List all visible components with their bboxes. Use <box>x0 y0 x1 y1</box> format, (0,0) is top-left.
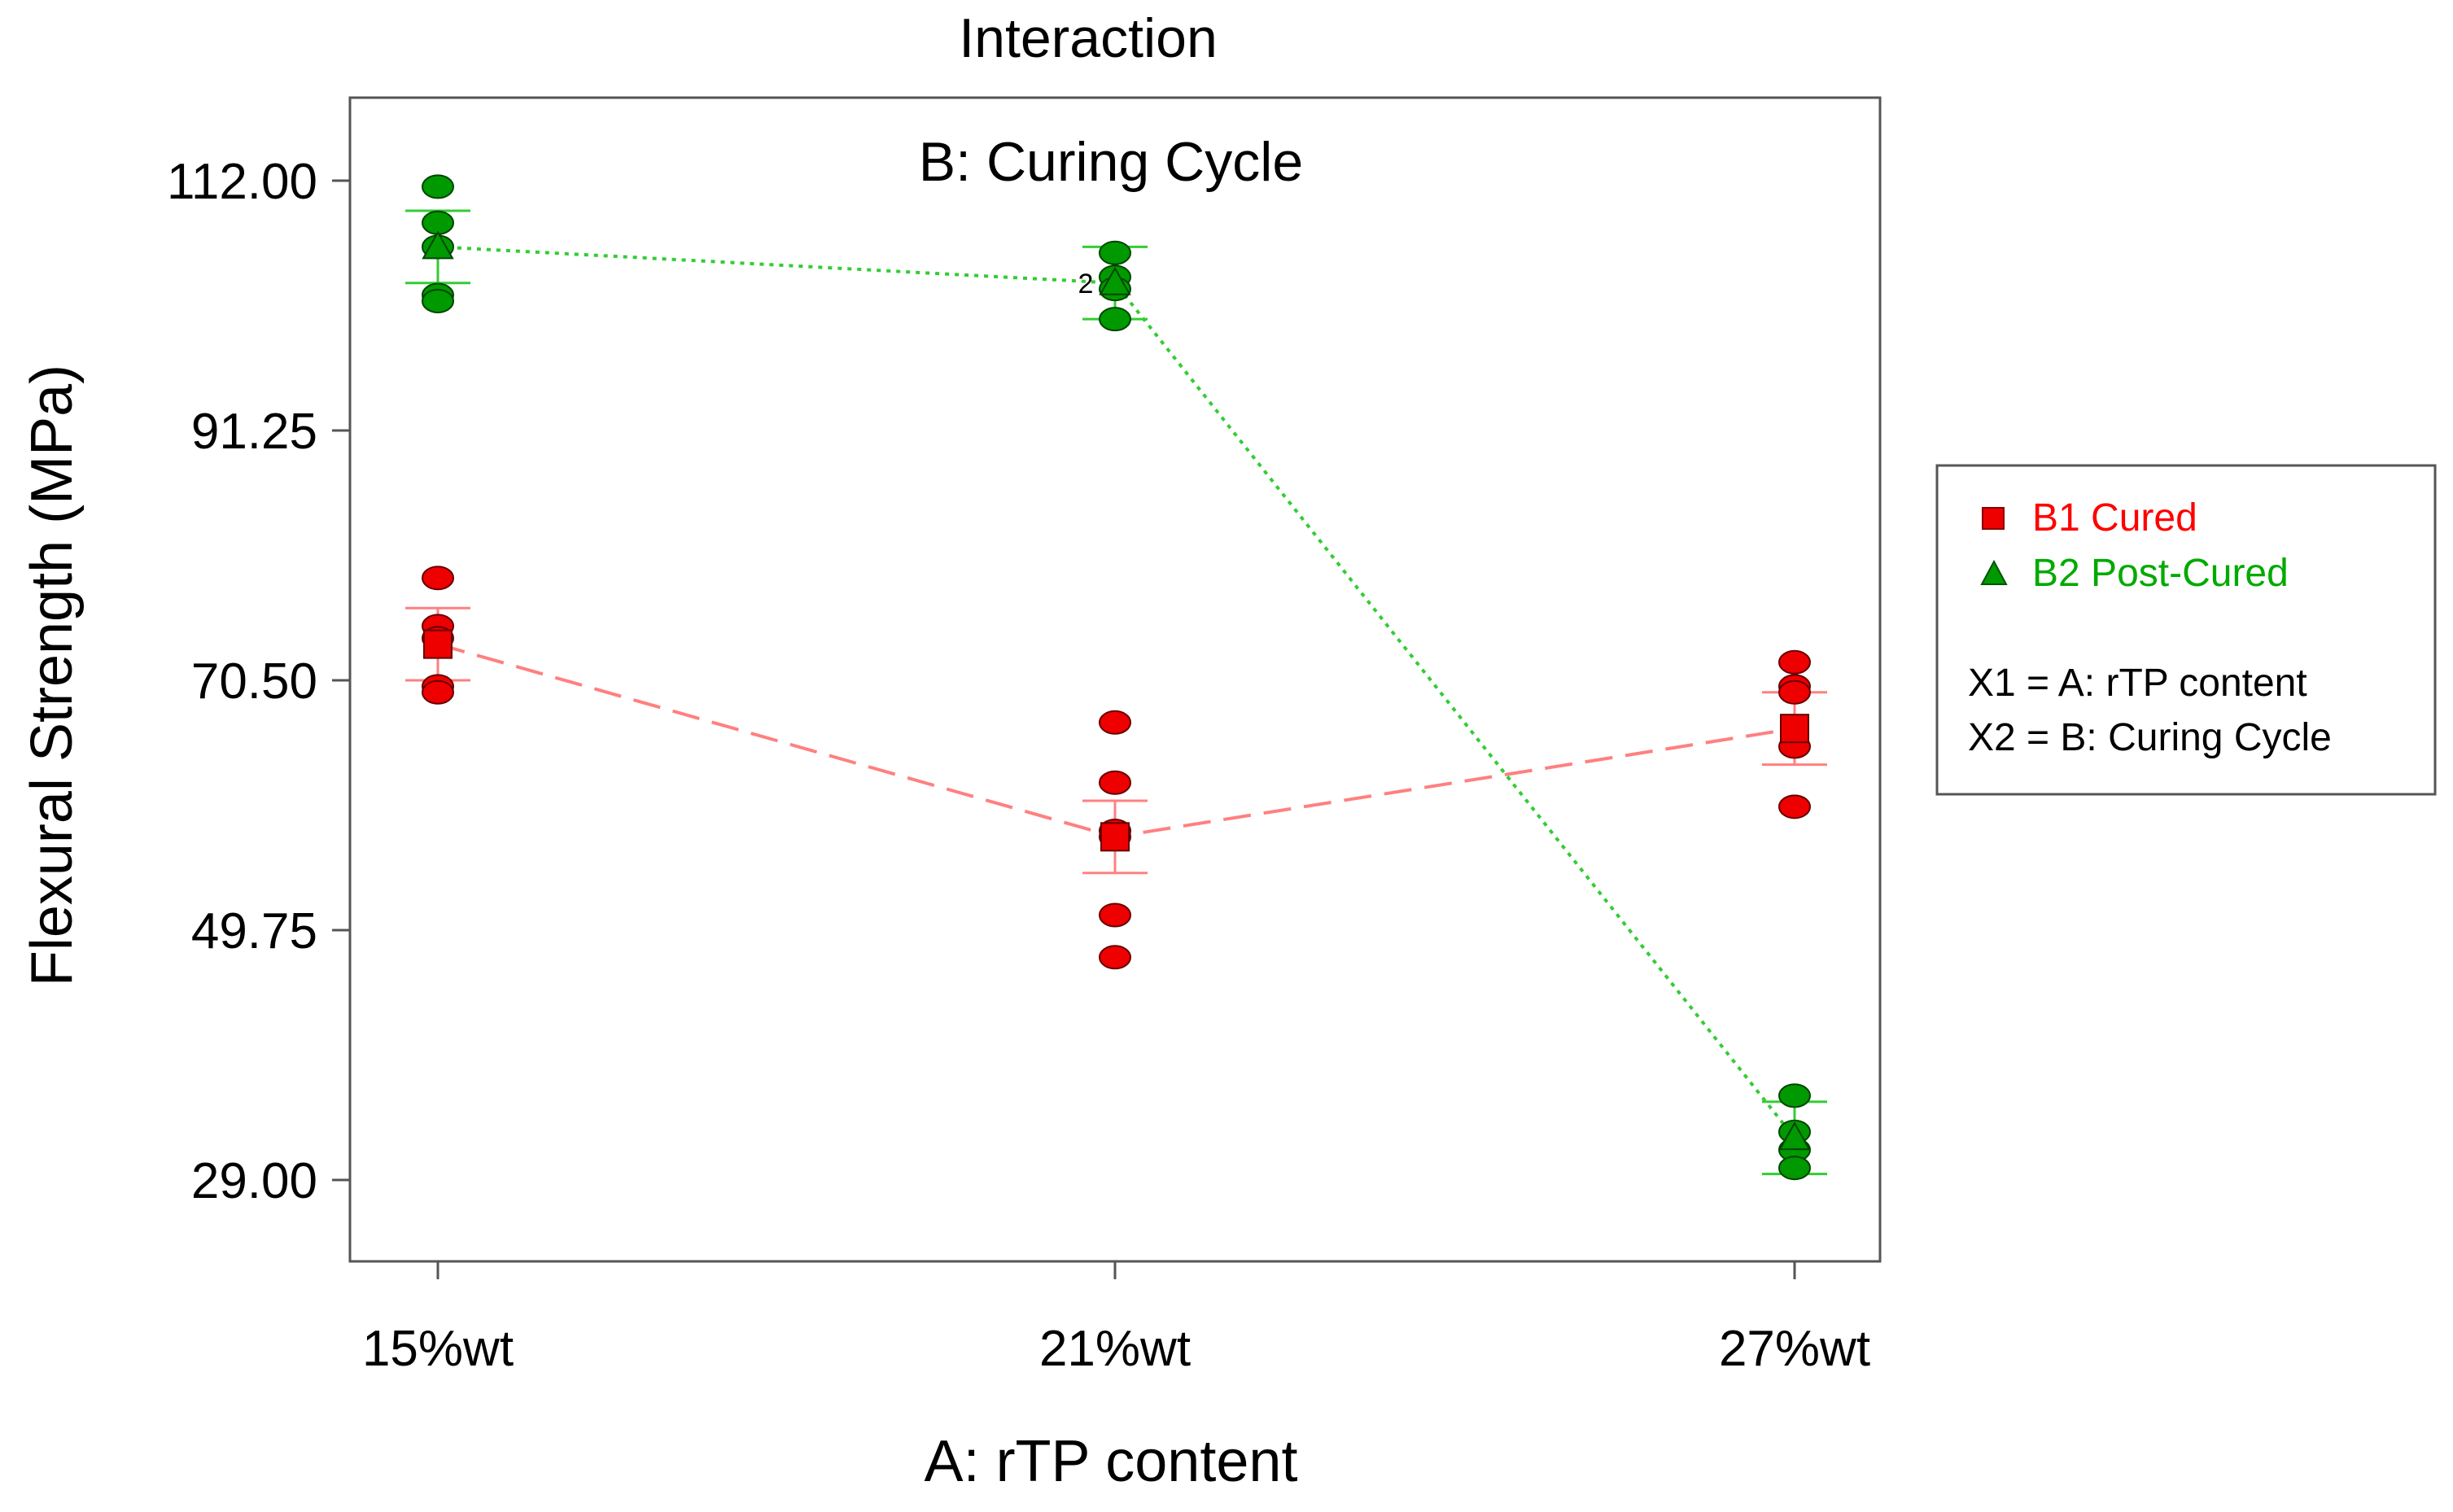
point-label: 2 <box>1078 269 1094 299</box>
y-tick-label: 29.00 <box>191 1153 317 1209</box>
data-point <box>422 566 454 591</box>
data-point <box>1099 307 1131 332</box>
observations <box>422 174 1811 1181</box>
x-axis-label: A: rTP content <box>925 1429 1298 1494</box>
x-tick-label: 27%wt <box>1719 1321 1870 1377</box>
y-tick-label: 112.00 <box>167 154 317 210</box>
point-labels: 2 <box>1078 269 1094 299</box>
y-tick-label: 49.75 <box>191 903 317 959</box>
mean-markers <box>422 230 1811 1151</box>
mean-marker <box>422 230 454 260</box>
mean-marker <box>1778 1121 1811 1151</box>
data-point <box>422 288 454 313</box>
chart-title: Interaction <box>959 7 1218 69</box>
chart-subtitle: B: Curing Cycle <box>919 131 1303 193</box>
data-point <box>1099 902 1131 928</box>
series-line <box>437 245 1796 1139</box>
legend-note-x1: X1 = A: rTP content <box>1968 662 2307 705</box>
mean-marker <box>1780 714 1809 744</box>
legend-frame <box>1935 464 2437 796</box>
axes: 29.00 49.75 70.50 91.25 112.00 15%wt 21%wt 27%w… <box>167 154 1870 1377</box>
data-point <box>1099 770 1131 795</box>
legend-entry-b2: B2 Post-Cured <box>2032 552 2289 595</box>
y-tick-label: 91.25 <box>191 404 317 460</box>
data-point <box>1778 1083 1811 1108</box>
y-axis-label: Flexural Strength (MPa) <box>20 365 85 986</box>
data-point <box>1099 945 1131 970</box>
legend: B1 Cured B2 Post-Cured X1 = A: rTP conte… <box>1935 464 2437 796</box>
data-point <box>1778 1156 1811 1181</box>
series-lines <box>437 245 1796 1139</box>
data-point <box>1778 794 1811 819</box>
x-tick-label: 15%wt <box>362 1321 514 1377</box>
data-point <box>422 174 454 199</box>
data-point <box>1099 240 1131 265</box>
error-bars <box>405 209 1827 1176</box>
mean-marker <box>1100 822 1130 852</box>
x-tick-label: 21%wt <box>1039 1321 1191 1377</box>
mean-marker <box>1099 266 1131 295</box>
data-point <box>1099 710 1131 735</box>
legend-note-x2: X2 = B: Curing Cycle <box>1968 716 2332 759</box>
y-tick-label: 70.50 <box>191 653 317 710</box>
data-point <box>1778 649 1811 675</box>
legend-marker-b2 <box>1980 559 2008 585</box>
data-point <box>1778 680 1811 705</box>
mean-marker <box>423 629 453 659</box>
data-point <box>422 680 454 705</box>
legend-entry-b1: B1 Cured <box>2032 496 2197 540</box>
legend-marker-b1 <box>1982 507 2005 530</box>
